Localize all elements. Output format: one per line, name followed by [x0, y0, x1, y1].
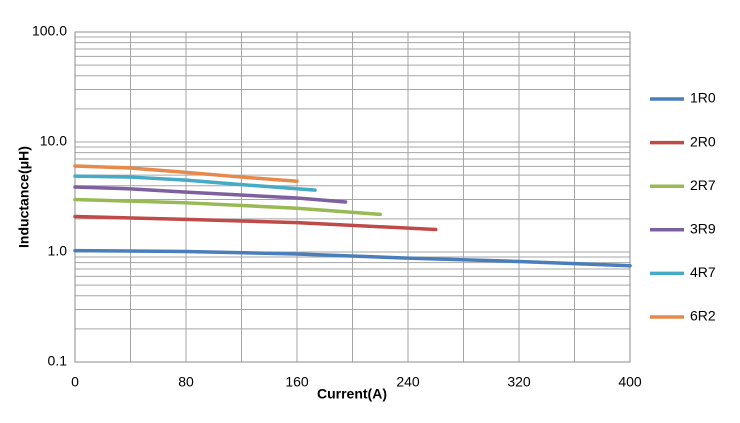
x-tick-label: 80	[178, 374, 194, 390]
plot-border	[74, 31, 631, 363]
legend-label: 3R9	[690, 221, 716, 237]
legend-label: 6R2	[690, 308, 716, 324]
legend-label: 4R7	[690, 264, 716, 280]
y-tick-label: 10.0	[40, 133, 67, 149]
y-axis-title: Inductance(μH)	[16, 146, 32, 248]
series-line	[73, 248, 632, 268]
series-line	[73, 174, 317, 192]
legend-label: 1R0	[690, 90, 716, 106]
x-axis-title: Current(A)	[317, 386, 387, 402]
legend-label: 2R0	[690, 133, 716, 149]
series-line	[73, 214, 438, 232]
series-line	[73, 185, 348, 204]
x-tick-label: 160	[285, 374, 309, 390]
y-tick-label: 1.0	[48, 243, 68, 259]
x-tick-label: 0	[71, 374, 79, 390]
x-tick-label: 240	[396, 374, 420, 390]
x-tick-label: 320	[507, 374, 531, 390]
y-tick-label: 0.1	[48, 353, 68, 369]
legend-label: 2R7	[690, 177, 716, 193]
x-tick-label: 400	[618, 374, 642, 390]
series-line	[73, 197, 382, 217]
series-line	[73, 164, 299, 183]
y-tick-label: 100.0	[32, 23, 67, 39]
